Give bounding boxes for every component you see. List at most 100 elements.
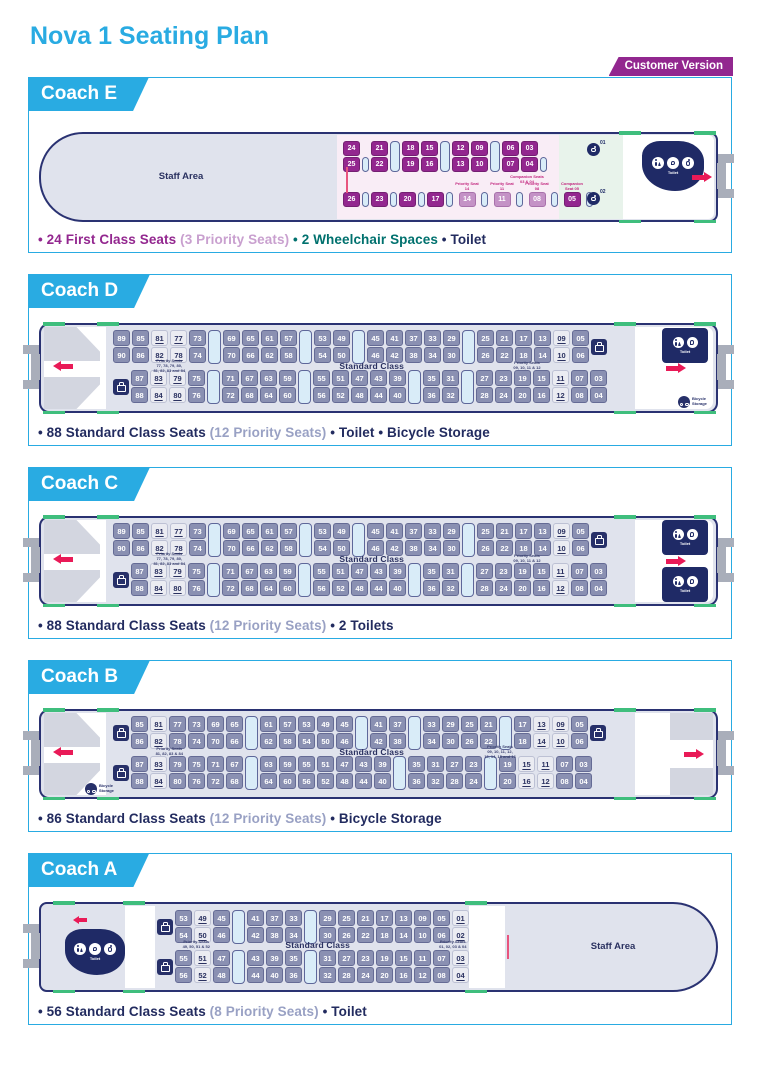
summary-segment: • 88 Standard Class Seats xyxy=(38,425,210,440)
seat-46: 46 xyxy=(213,927,230,943)
seat-85: 85 xyxy=(132,330,149,346)
seat-pair: 57 58 xyxy=(280,523,297,557)
seat-51: 51 xyxy=(332,563,349,579)
seat-48: 48 xyxy=(351,580,368,596)
seat-68: 68 xyxy=(241,580,258,596)
seat-53: 53 xyxy=(175,910,192,926)
vestibule xyxy=(125,906,155,988)
seat-pair: 61 62 xyxy=(261,523,278,557)
seat-07: 07 xyxy=(571,370,588,386)
seat-27: 27 xyxy=(476,370,493,386)
toilet-label: Toilet xyxy=(679,587,691,593)
seat-pair: 17 18 xyxy=(515,330,532,364)
seat-58: 58 xyxy=(280,347,297,363)
bicycle-storage-label: Bicycle Storage xyxy=(692,396,707,406)
seat-pair: 29 30 xyxy=(442,716,459,750)
page-title: Nova 1 Seating Plan xyxy=(30,22,269,50)
coach-tab: Coach A xyxy=(28,853,149,887)
seat-37: 37 xyxy=(389,716,406,732)
seat-26: 26 xyxy=(343,192,360,207)
door-marker xyxy=(614,322,636,326)
table xyxy=(232,950,245,984)
table xyxy=(208,330,221,364)
seat-pair: 19 20 xyxy=(376,950,393,984)
seat-pair: 81 82 xyxy=(151,330,168,364)
seat-pair: 09 10 xyxy=(552,716,569,750)
seat-24: 24 xyxy=(357,967,374,983)
seat-pair: 55 56 xyxy=(175,950,192,984)
boundary-mark xyxy=(507,935,509,959)
seat-row: 89 90 85 86 81 82 77 78 73 74 69 70 65 66 61 62 57 58 53 54… xyxy=(113,330,607,364)
seat-pair: 89 90 xyxy=(113,523,130,557)
seat-pair: 47 48 xyxy=(351,563,368,597)
seat-31: 31 xyxy=(442,563,459,579)
table xyxy=(516,192,523,207)
coach-tab-label: Coach C xyxy=(41,473,119,494)
coach-summary: • 24 First Class Seats (3 Priority Seats… xyxy=(38,232,486,247)
seat-14: 14 xyxy=(458,192,476,207)
table xyxy=(461,370,474,404)
seat-18: 18 xyxy=(515,347,532,363)
seat-pair: 09 10 xyxy=(414,910,431,944)
seat-pair: 27 28 xyxy=(476,563,493,597)
table xyxy=(440,141,450,172)
seat-16: 16 xyxy=(533,580,550,596)
seat-44: 44 xyxy=(370,387,387,403)
coupler xyxy=(31,740,40,766)
seat-22: 22 xyxy=(496,540,513,556)
seat-pair: 87 88 xyxy=(131,370,148,404)
seat-53: 53 xyxy=(314,523,331,539)
seat-07: 07 xyxy=(433,950,450,966)
seat-36: 36 xyxy=(285,967,302,983)
coach-tab: Coach C xyxy=(28,467,150,501)
seat-pair: 01 02 xyxy=(452,910,469,944)
door-marker xyxy=(694,708,716,712)
seat-67: 67 xyxy=(241,563,258,579)
luggage-rack-icon xyxy=(591,532,607,548)
note-mini3: Priority Seats 09, 10, 11 & 12 xyxy=(513,360,541,370)
seat-21: 21 xyxy=(496,330,513,346)
seat-27: 27 xyxy=(476,563,493,579)
seat-75: 75 xyxy=(188,370,205,386)
seat-29: 29 xyxy=(442,716,459,732)
seat-pair: 05 06 xyxy=(572,330,589,364)
arrow-right-icon xyxy=(666,363,686,373)
arrow-left-icon xyxy=(73,916,87,924)
seat-pair: 37 38 xyxy=(389,716,406,750)
seat-03: 03 xyxy=(590,563,607,579)
seat-47: 47 xyxy=(351,563,368,579)
coach-section-A: Coach A Toilet 53 54 49 50 45 46 41 42 37 38 33 34 29… xyxy=(23,853,732,1025)
seat-32: 32 xyxy=(427,773,444,789)
seat-36: 36 xyxy=(408,773,425,789)
seat-row: 85 86 81 82 77 78 73 74 69 70 65 66 61 62 57 58 53 54 49 50… xyxy=(113,716,606,750)
seat-18: 18 xyxy=(515,540,532,556)
seat-pair: 81 82 xyxy=(151,523,168,557)
seat-16: 16 xyxy=(395,967,412,983)
seat-06: 06 xyxy=(502,141,519,156)
wc-sign-icon xyxy=(672,576,684,588)
seat-51: 51 xyxy=(194,950,211,966)
seat-25: 25 xyxy=(477,330,494,346)
seat-05: 05 xyxy=(563,192,581,207)
coupler xyxy=(717,354,726,380)
seat-20: 20 xyxy=(499,773,516,789)
customer-version-badge: Customer Version xyxy=(608,57,733,76)
seat-pair: 71 72 xyxy=(222,563,239,597)
table xyxy=(355,716,368,750)
seat-pair: 13 14 xyxy=(533,716,550,750)
seat-pair: 53 54 xyxy=(314,523,331,557)
seat-28: 28 xyxy=(476,580,493,596)
seat-10: 10 xyxy=(553,347,570,363)
seat-04: 04 xyxy=(590,580,607,596)
seat-80: 80 xyxy=(169,773,186,789)
table xyxy=(245,716,258,750)
seat-pair: 25 26 xyxy=(477,523,494,557)
seat-pair: 11 12 xyxy=(414,950,431,984)
seat-stack: Priority Seat 11 11 xyxy=(490,181,514,207)
bicycle-icon xyxy=(678,396,690,408)
coupler xyxy=(718,766,734,775)
seat-30: 30 xyxy=(443,540,460,556)
seat-pair: 65 66 xyxy=(242,330,259,364)
seat-21: 21 xyxy=(496,523,513,539)
seat-61: 61 xyxy=(261,523,278,539)
